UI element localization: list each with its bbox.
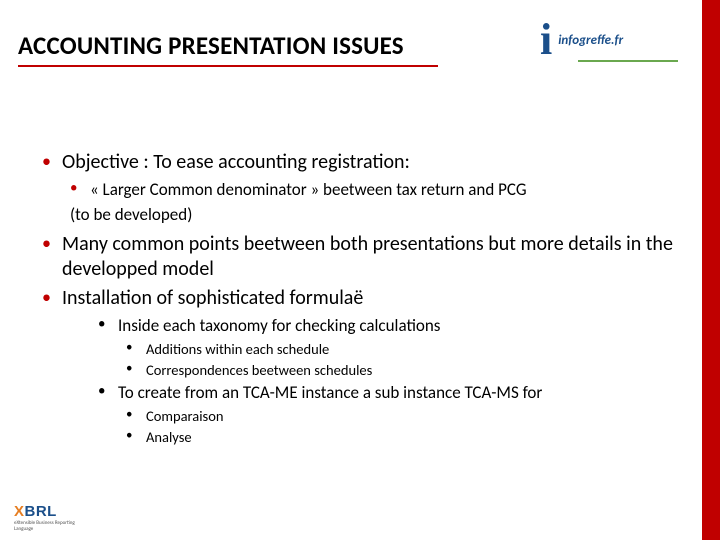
bullet-item: « Larger Common denominator » beetween t… [18, 179, 690, 201]
xbrl-logo-text: XBRL [14, 503, 57, 520]
bullet-item: Comparaison [18, 407, 690, 426]
slide-title: ACCOUNTING PRESENTATION ISSUES [18, 30, 404, 61]
bullet-item: Correspondences beetween schedules [18, 361, 690, 380]
bullet-item: (to be developed) [18, 204, 690, 226]
bullet-item: Analyse [18, 428, 690, 447]
bullet-item: Inside each taxonomy for checking calcul… [18, 315, 690, 337]
logo-underline [578, 60, 678, 62]
bullet-item: Additions within each schedule [18, 340, 690, 359]
xbrl-subtext: eXtensible Business Reporting Language [14, 520, 86, 532]
bullet-list: Objective : To ease accounting registrat… [18, 150, 690, 447]
title-underline [18, 65, 438, 67]
bullet-item: Objective : To ease accounting registrat… [18, 150, 690, 175]
slide: ACCOUNTING PRESENTATION ISSUES i infogre… [0, 0, 720, 540]
bullet-item: Many common points beetween both present… [18, 232, 690, 282]
logo-text: infogreffe.fr [558, 33, 623, 48]
slide-content: Objective : To ease accounting registrat… [18, 150, 690, 449]
accent-bar [702, 0, 720, 540]
header-logo: i infogreffe.fr [540, 10, 690, 70]
footer-logo: XBRL eXtensible Business Reporting Langu… [14, 502, 86, 532]
logo-i-icon: i [540, 18, 552, 62]
bullet-item: Installation of sophisticated formulaë [18, 286, 690, 311]
bullet-item: To create from an TCA-ME instance a sub … [18, 382, 690, 404]
